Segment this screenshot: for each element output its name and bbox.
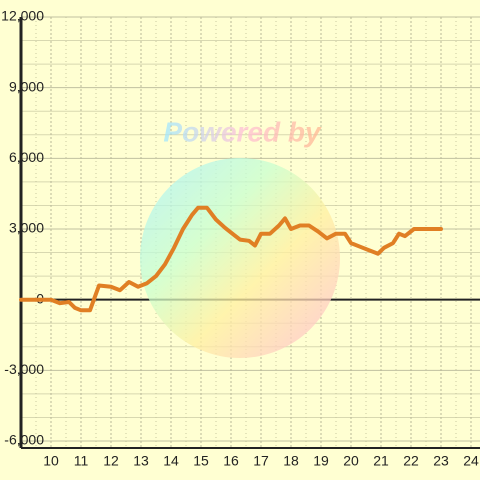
x-tick-label: 15	[193, 453, 209, 469]
x-tick-label: 10	[43, 453, 59, 469]
x-tick-label: 23	[433, 453, 449, 469]
x-tick-label: 16	[223, 453, 239, 469]
y-tick-label: 12,000	[1, 8, 44, 24]
grid	[21, 16, 480, 448]
x-tick-label: 14	[163, 453, 179, 469]
x-tick-label: 13	[133, 453, 149, 469]
y-tick-label: -6,000	[4, 432, 44, 448]
watermark-logo	[140, 158, 340, 358]
x-tick-label: 20	[343, 453, 359, 469]
y-tick-label: 3,000	[9, 220, 44, 236]
y-tick-label: 6,000	[9, 149, 44, 165]
x-tick-label: 24	[463, 453, 479, 469]
data-line	[19, 205, 443, 313]
x-tick-label: 18	[283, 453, 299, 469]
x-tick-label: 19	[313, 453, 329, 469]
x-tick-label: 22	[403, 453, 419, 469]
watermark: Powered by	[140, 116, 340, 358]
x-tick-label: 12	[103, 453, 119, 469]
y-tick-label: 9,000	[9, 78, 44, 94]
x-tick-label: 11	[74, 453, 89, 469]
y-tick-label: -3,000	[4, 361, 44, 377]
x-tick-label: 21	[373, 453, 389, 469]
x-tick-label: 17	[253, 453, 269, 469]
watermark-text: Powered by	[163, 116, 322, 147]
